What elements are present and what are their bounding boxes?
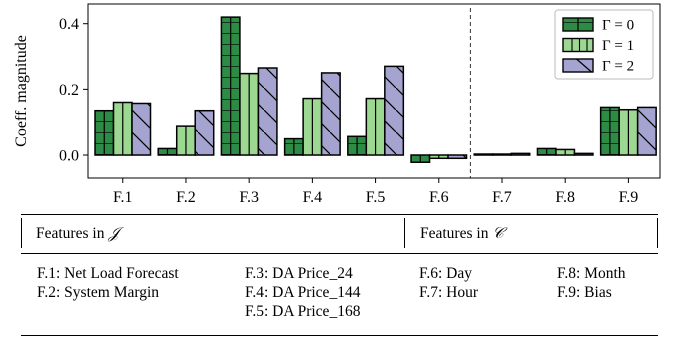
bar-F.3-series-1 xyxy=(239,72,260,156)
bar-hatch xyxy=(195,110,214,156)
bar-F.6-series-0 xyxy=(410,154,431,163)
feature-f9: F.9: Bias xyxy=(557,284,612,301)
table-column-divider xyxy=(404,218,405,248)
legend-swatch-1 xyxy=(563,38,593,52)
legend-swatch-outline-2 xyxy=(562,58,594,73)
header-features-c: Features in 𝒞 xyxy=(420,224,504,243)
bar-outline xyxy=(384,65,405,156)
bar-F.6-series-2 xyxy=(447,154,468,160)
bar-F.4-series-1 xyxy=(302,97,323,156)
bar-outline xyxy=(131,102,152,156)
bar-hatch xyxy=(258,68,277,156)
bar-F.7-series-1 xyxy=(491,153,512,156)
bar-outline xyxy=(473,153,494,156)
bar-F.8-series-1 xyxy=(555,148,576,156)
bar-outline xyxy=(555,148,576,156)
set-c-symbol: 𝒞 xyxy=(492,225,504,242)
bar-hatch xyxy=(448,155,467,159)
bar-hatch xyxy=(511,153,530,156)
table-bottom-rule xyxy=(21,335,658,336)
bar-hatch xyxy=(384,66,404,156)
bar-F.9-series-1 xyxy=(618,108,639,156)
bar-F.4-series-2 xyxy=(320,72,341,156)
legend-swatch-outline-1 xyxy=(562,37,594,53)
bar-outline xyxy=(257,67,278,156)
xtick-label-F.4: F.4 xyxy=(303,189,323,206)
bar-hatch xyxy=(637,107,657,156)
bar-hatch xyxy=(132,103,151,156)
feature-f8: F.8: Month xyxy=(557,265,626,282)
xtick-label-F.8: F.8 xyxy=(555,189,575,206)
bar-hatch xyxy=(574,153,593,156)
plot-frame xyxy=(87,3,661,179)
bar-outline xyxy=(510,152,531,156)
legend-label-0: Γ = 0 xyxy=(602,18,634,34)
ytick-label-2: 0.4 xyxy=(59,16,79,33)
axes-group: 0.0 0.2 0.4 F.1 F.2 F.3 F.4 F.5 F.6 F.7 F.8 F.9 Coef… xyxy=(13,3,661,206)
bars-group xyxy=(94,16,657,163)
xtick-label-F.3: F.3 xyxy=(239,189,259,206)
legend: Γ = 0 Γ = 1 Γ = 2 xyxy=(554,9,654,80)
bar-F.9-series-2 xyxy=(636,106,657,156)
feature-f2: F.2: System Margin xyxy=(37,284,160,301)
feature-f5: F.5: DA Price_168 xyxy=(245,303,361,320)
ytick-label-0: 0.0 xyxy=(59,148,79,165)
xtick-label-F.9: F.9 xyxy=(619,189,639,206)
bar-outline xyxy=(320,72,341,156)
bar-outline xyxy=(491,153,512,156)
legend-hatch-line-2 xyxy=(576,58,592,73)
bar-outline xyxy=(194,109,215,156)
feature-f1: F.1: Net Load Forecast xyxy=(37,265,179,282)
header-c-text: Features in xyxy=(420,225,493,242)
feature-f7: F.7: Hour xyxy=(419,284,479,301)
bar-F.4-series-0 xyxy=(283,137,304,156)
bar-F.7-series-2 xyxy=(510,152,531,156)
y-axis-label: Coeff. magnitude xyxy=(13,35,30,147)
set-j-symbol: 𝒥 xyxy=(108,225,120,242)
bar-F.5-series-1 xyxy=(365,97,386,156)
bar-F.5-series-0 xyxy=(347,135,368,156)
bar-hatch xyxy=(321,72,341,156)
legend-swatch-2 xyxy=(563,59,593,72)
feature-f6: F.6: Day xyxy=(419,265,473,282)
header-features-j: Features in 𝒥 xyxy=(36,224,119,243)
bar-outline xyxy=(636,106,657,156)
bar-F.2-series-2 xyxy=(194,109,215,156)
bar-F.2-series-0 xyxy=(157,147,178,156)
bar-F.8-series-0 xyxy=(536,147,557,156)
header-j-text: Features in xyxy=(36,225,109,242)
bar-outline xyxy=(573,152,594,156)
xtick-label-F.5: F.5 xyxy=(366,189,386,206)
bar-F.6-series-1 xyxy=(428,154,449,160)
bar-F.9-series-0 xyxy=(599,106,620,156)
bar-F.1-series-0 xyxy=(94,109,115,156)
bar-F.1-series-1 xyxy=(112,101,133,156)
coefficient-bar-chart: 0.0 0.2 0.4 F.1 F.2 F.3 F.4 F.5 F.6 F.7 F.8 F.9 Coef… xyxy=(13,3,661,206)
table-mid-rule xyxy=(21,253,658,254)
feature-table: Features in 𝒥 Features in 𝒞 F.1: Net Loa… xyxy=(0,214,678,339)
feature-f3: F.3: DA Price_24 xyxy=(245,265,353,282)
table-right-border xyxy=(657,218,658,248)
bar-F.7-series-0 xyxy=(473,153,494,156)
bar-F.1-series-2 xyxy=(131,102,152,156)
bar-outline xyxy=(447,154,468,160)
legend-label-1: Γ = 1 xyxy=(602,38,634,54)
ytick-label-1: 0.2 xyxy=(59,82,79,99)
bar-F.3-series-2 xyxy=(257,67,278,156)
bar-F.3-series-0 xyxy=(220,16,241,156)
bar-F.5-series-2 xyxy=(384,65,405,156)
xtick-label-F.1: F.1 xyxy=(113,189,133,206)
feature-f4: F.4: DA Price_144 xyxy=(245,284,361,301)
bar-F.8-series-2 xyxy=(573,152,594,156)
xtick-label-F.2: F.2 xyxy=(176,189,196,206)
legend-label-2: Γ = 2 xyxy=(602,59,634,75)
legend-swatch-outline-0 xyxy=(562,17,594,32)
xtick-label-F.6: F.6 xyxy=(429,189,449,206)
xtick-label-F.7: F.7 xyxy=(492,189,512,206)
table-left-border xyxy=(21,218,22,248)
bar-F.2-series-1 xyxy=(175,125,196,156)
table-top-rule xyxy=(21,214,658,215)
